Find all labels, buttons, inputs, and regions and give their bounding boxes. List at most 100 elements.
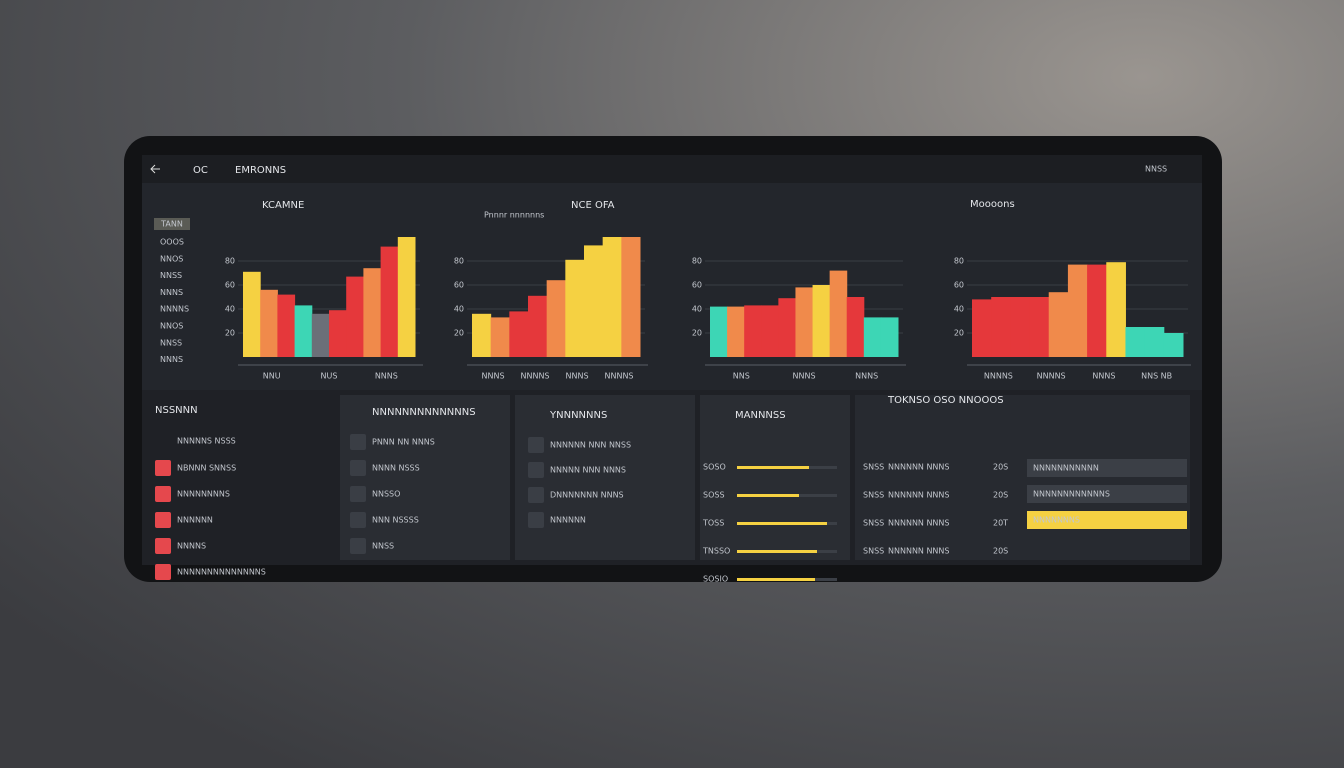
progress-panel: [700, 395, 850, 560]
list-item[interactable]: NNNNNN: [550, 516, 586, 525]
bar: [991, 297, 1011, 357]
list-item[interactable]: NBNNN SNNSS: [177, 464, 236, 473]
y-tick-label: 80: [954, 257, 964, 266]
y-tick-label: 80: [225, 257, 235, 266]
table-cell: NNNNNN NNNS: [888, 547, 949, 556]
bar: [1048, 292, 1069, 357]
progress-bar: [737, 466, 809, 469]
sidebar-item[interactable]: NNNNS: [160, 305, 189, 314]
sidebar-item[interactable]: NNSS: [160, 271, 182, 280]
sidebar-item[interactable]: NNSS: [160, 338, 182, 347]
bar: [1067, 264, 1088, 357]
bar: [472, 313, 492, 357]
app-title: EMRONNS: [235, 165, 286, 176]
bar: [1029, 297, 1050, 357]
bar: [546, 280, 566, 357]
bar: [972, 299, 992, 357]
x-tick-label: NNNNS: [1037, 372, 1066, 381]
x-tick-label: NNNS: [855, 372, 878, 381]
bar: [829, 270, 848, 357]
list-item[interactable]: NNN NSSSS: [372, 516, 419, 525]
list-item[interactable]: NNSSO: [372, 490, 400, 499]
list-item[interactable]: NNSS: [372, 542, 394, 551]
list-item[interactable]: NNNNNNNNNNNNNNS: [177, 568, 266, 577]
tag: TANN: [160, 220, 183, 229]
x-tick-label: NNNNS: [520, 372, 549, 381]
table-cell: SNSS: [863, 491, 884, 500]
account[interactable]: NNSS: [1145, 165, 1167, 174]
bar: [380, 246, 399, 357]
bar: [744, 305, 762, 357]
tag-bg: [154, 218, 190, 230]
side-row: [1027, 459, 1187, 477]
y-tick-label: 60: [692, 281, 702, 290]
search[interactable]: OC: [193, 165, 208, 176]
table-cell: SNSS: [863, 547, 884, 556]
side-row: [1027, 511, 1187, 529]
x-tick-label: NNNS: [792, 372, 815, 381]
item-icon: [155, 486, 171, 502]
item-icon: [155, 512, 171, 528]
list-item[interactable]: NNNNS: [177, 542, 206, 551]
sidebar-item[interactable]: NNOS: [160, 254, 183, 263]
progress-bar: [737, 550, 817, 553]
table-cell: SNSS: [863, 463, 884, 472]
table-cell: NNNNNN NNNS: [888, 491, 949, 500]
list-item[interactable]: NNNNNN NNN NNSS: [550, 441, 631, 450]
table-cell: 20T: [993, 519, 1008, 528]
bar: [812, 285, 831, 357]
sidebar-item[interactable]: NNNS: [160, 355, 183, 364]
bar: [1163, 333, 1184, 357]
progress-label: SOSO: [703, 463, 726, 472]
progress-bar: [737, 494, 799, 497]
chart-title: NCE OFA: [571, 200, 615, 211]
top-bar: [142, 155, 1202, 183]
progress-bar: [737, 522, 827, 525]
list-item[interactable]: NNNNNN: [177, 516, 213, 525]
bar: [795, 287, 814, 357]
bar: [1125, 327, 1146, 357]
bar: [397, 237, 416, 357]
bar: [621, 237, 641, 357]
bar: [880, 317, 899, 357]
y-tick-label: 80: [692, 257, 702, 266]
item-icon: [350, 434, 366, 450]
bar: [277, 294, 296, 357]
chart-subtitle: Pnnnr nnnnnns: [484, 211, 544, 220]
bar: [565, 259, 585, 357]
item-icon: [528, 512, 544, 528]
back-button[interactable]: [150, 164, 160, 174]
list-item[interactable]: DNNNNNNN NNNS: [550, 491, 624, 500]
sidebar-item[interactable]: NNOS: [160, 322, 183, 331]
list-item[interactable]: PNNN NN NNNS: [372, 438, 435, 447]
progress-label: SOSIO: [703, 575, 728, 584]
side-row: [1027, 485, 1187, 503]
bar: [329, 310, 347, 357]
y-tick-label: 20: [454, 329, 464, 338]
item-icon: [528, 437, 544, 453]
bar: [1010, 297, 1031, 357]
item-icon: [155, 460, 171, 476]
progress-label: TOSS: [702, 519, 724, 528]
chart-title: Moooons: [970, 199, 1015, 210]
x-tick-label: NNNS: [1092, 372, 1115, 381]
list-item[interactable]: NNNNN NNN NNNS: [550, 466, 626, 475]
list-panel: [340, 395, 510, 560]
list-item[interactable]: NNNNNNNNS: [177, 490, 230, 499]
bar: [294, 305, 313, 357]
bar: [584, 245, 604, 357]
bar: [260, 289, 278, 357]
bar: [1106, 262, 1126, 357]
list-item[interactable]: NNNN NSSS: [372, 464, 420, 473]
list-title: YNNNNNNS: [549, 410, 607, 421]
bar: [311, 313, 330, 357]
item-icon: [155, 538, 171, 554]
table-cell: 20S: [993, 463, 1008, 472]
y-tick-label: 40: [954, 305, 964, 314]
bar: [778, 298, 796, 357]
chart-title: KCAMNE: [262, 200, 304, 211]
sidebar-item[interactable]: OOOS: [160, 238, 184, 247]
sidebar-item[interactable]: NNNS: [160, 288, 183, 297]
